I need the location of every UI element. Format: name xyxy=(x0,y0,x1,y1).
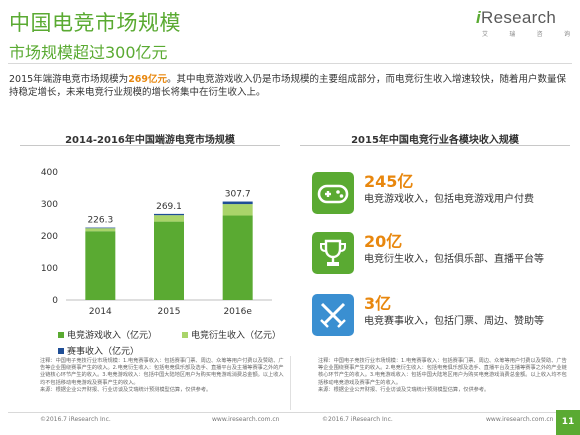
x-tick-label: 2016e xyxy=(223,307,252,317)
y-tick-label: 400 xyxy=(41,168,58,178)
bar-segment xyxy=(222,215,253,300)
gamepad-icon xyxy=(312,172,354,214)
bar-total-label: 226.3 xyxy=(87,216,113,226)
bar-total-label: 307.7 xyxy=(225,190,251,200)
footer-url-left: www.iresearch.com.cn xyxy=(212,416,280,423)
bar-segment xyxy=(85,227,116,229)
module-item-derivative: 20亿 电竞衍生收入，包括俱乐部、直播平台等 xyxy=(312,228,574,282)
x-tick-label: 2015 xyxy=(158,307,181,317)
legend-item-event-revenue: 赛事收入（亿元） xyxy=(58,344,139,357)
bar-total-label: 269.1 xyxy=(156,202,182,212)
module-desc: 电竞赛事收入，包括门票、周边、赞助等 xyxy=(364,316,544,327)
footer-copyright-left: ©2016.7 iResearch Inc. xyxy=(40,416,111,423)
market-size-bar-chart: 0 100 200 300 400 226.3 2014 269.1 2015 307.7 2016… xyxy=(41,168,272,317)
bar-segment xyxy=(85,231,116,300)
module-item-event: 3亿 电竞赛事收入，包括门票、周边、赞助等 xyxy=(312,290,574,344)
notes-left: 注释：中国电子竞技行业市场规模：1.电竞赛事收入：包括赛事门票、周边、众筹等用户… xyxy=(40,358,284,393)
bar-segment xyxy=(222,201,253,205)
bar-segment xyxy=(154,221,184,300)
right-panel-title: 2015年中国电竞行业各模块收入规模 xyxy=(351,135,519,146)
page-number: 11 xyxy=(556,410,580,435)
module-item-game: 245亿 电竞游戏收入，包括电竞游戏用户付费 xyxy=(312,168,574,222)
bar-segment xyxy=(154,213,184,216)
left-panel-title: 2014-2016年中国端游电竞市场规模 xyxy=(65,135,235,146)
left-panel-divider xyxy=(20,145,280,146)
module-desc: 电竞衍生收入，包括俱乐部、直播平台等 xyxy=(364,254,544,265)
iresearch-logo: iResearch 艾瑞咨询 xyxy=(476,8,574,40)
bar-segment xyxy=(85,228,116,232)
y-tick-label: 100 xyxy=(41,264,58,274)
notes-divider xyxy=(290,356,291,410)
legend-item-derivative-revenue: 电竞衍生收入（亿元） xyxy=(182,328,281,341)
crossed-swords-icon xyxy=(312,294,354,336)
legend-swatch xyxy=(58,347,64,354)
right-panel-divider xyxy=(300,145,570,146)
bar-segment xyxy=(222,204,253,216)
module-desc: 电竞游戏收入，包括电竞游戏用户付费 xyxy=(364,194,534,205)
logo-wordmark: iResearch xyxy=(476,8,557,27)
notes-right: 注释：中国电子竞技行业市场规模：1.电竞赛事收入：包括赛事门票、周边、众筹等用户… xyxy=(318,358,567,393)
intro-paragraph: 2015年端游电竞市场规模为269亿元。其中电竞游戏收入仍是市场规模的主要组成部… xyxy=(9,74,567,98)
intro-highlight: 269亿元 xyxy=(128,74,168,85)
logo-cn-text: 艾瑞咨询 xyxy=(482,31,570,38)
trophy-icon xyxy=(312,232,354,274)
header-divider xyxy=(8,63,572,64)
bar-segment xyxy=(154,215,184,222)
y-tick-label: 0 xyxy=(52,296,58,306)
legend-swatch xyxy=(182,331,188,338)
y-tick-label: 300 xyxy=(41,200,58,210)
x-tick-label: 2014 xyxy=(89,307,112,317)
module-value: 20亿 xyxy=(364,232,403,251)
page-subtitle: 市场规模超过300亿元 xyxy=(9,43,168,62)
module-value: 245亿 xyxy=(364,172,414,191)
footer-copyright-right: ©2016.7 iResearch Inc. xyxy=(322,416,393,423)
page-title: 中国电竞市场规模 xyxy=(9,11,181,35)
y-tick-label: 200 xyxy=(41,232,58,242)
legend-swatch xyxy=(58,331,64,338)
footer-divider xyxy=(8,412,572,413)
module-value: 3亿 xyxy=(364,294,392,313)
legend-item-game-revenue: 电竞游戏收入（亿元） xyxy=(58,328,157,341)
footer-url-right: www.iresearch.com.cn xyxy=(486,416,554,423)
